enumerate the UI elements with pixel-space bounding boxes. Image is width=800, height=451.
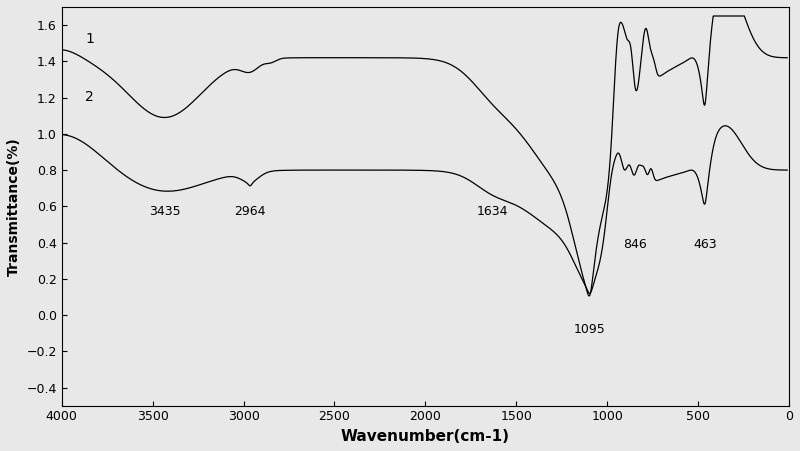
Text: 1: 1 (86, 32, 94, 46)
Y-axis label: Transmittance(%): Transmittance(%) (7, 137, 21, 276)
Text: 2: 2 (86, 90, 94, 104)
Text: 846: 846 (623, 238, 647, 251)
Text: 3435: 3435 (149, 205, 180, 218)
Text: 1634: 1634 (476, 205, 508, 218)
Text: 1095: 1095 (574, 323, 606, 336)
Text: 463: 463 (693, 238, 717, 251)
Text: 2964: 2964 (234, 205, 266, 218)
X-axis label: Wavenumber(cm-1): Wavenumber(cm-1) (341, 429, 510, 444)
